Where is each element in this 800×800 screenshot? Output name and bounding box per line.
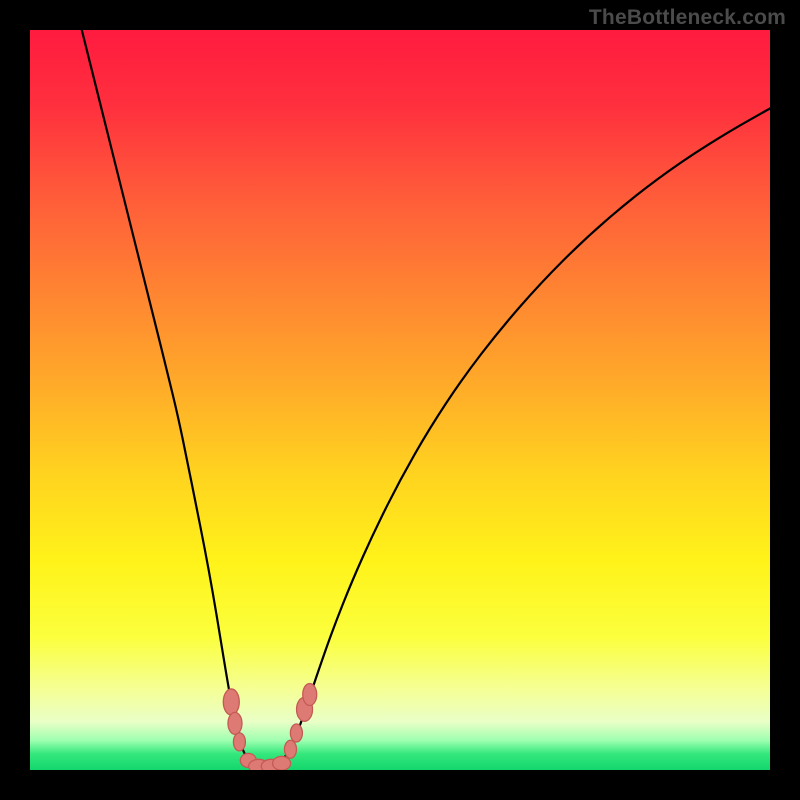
data-marker: [233, 733, 245, 751]
data-marker: [273, 756, 291, 770]
chart-background: [30, 30, 770, 770]
data-marker: [223, 689, 239, 715]
chart-container: [30, 30, 770, 770]
data-marker: [290, 724, 302, 742]
bottleneck-chart: [30, 30, 770, 770]
data-marker: [303, 684, 317, 706]
data-marker: [284, 740, 296, 758]
watermark-text: TheBottleneck.com: [589, 6, 786, 30]
data-marker: [228, 712, 242, 734]
